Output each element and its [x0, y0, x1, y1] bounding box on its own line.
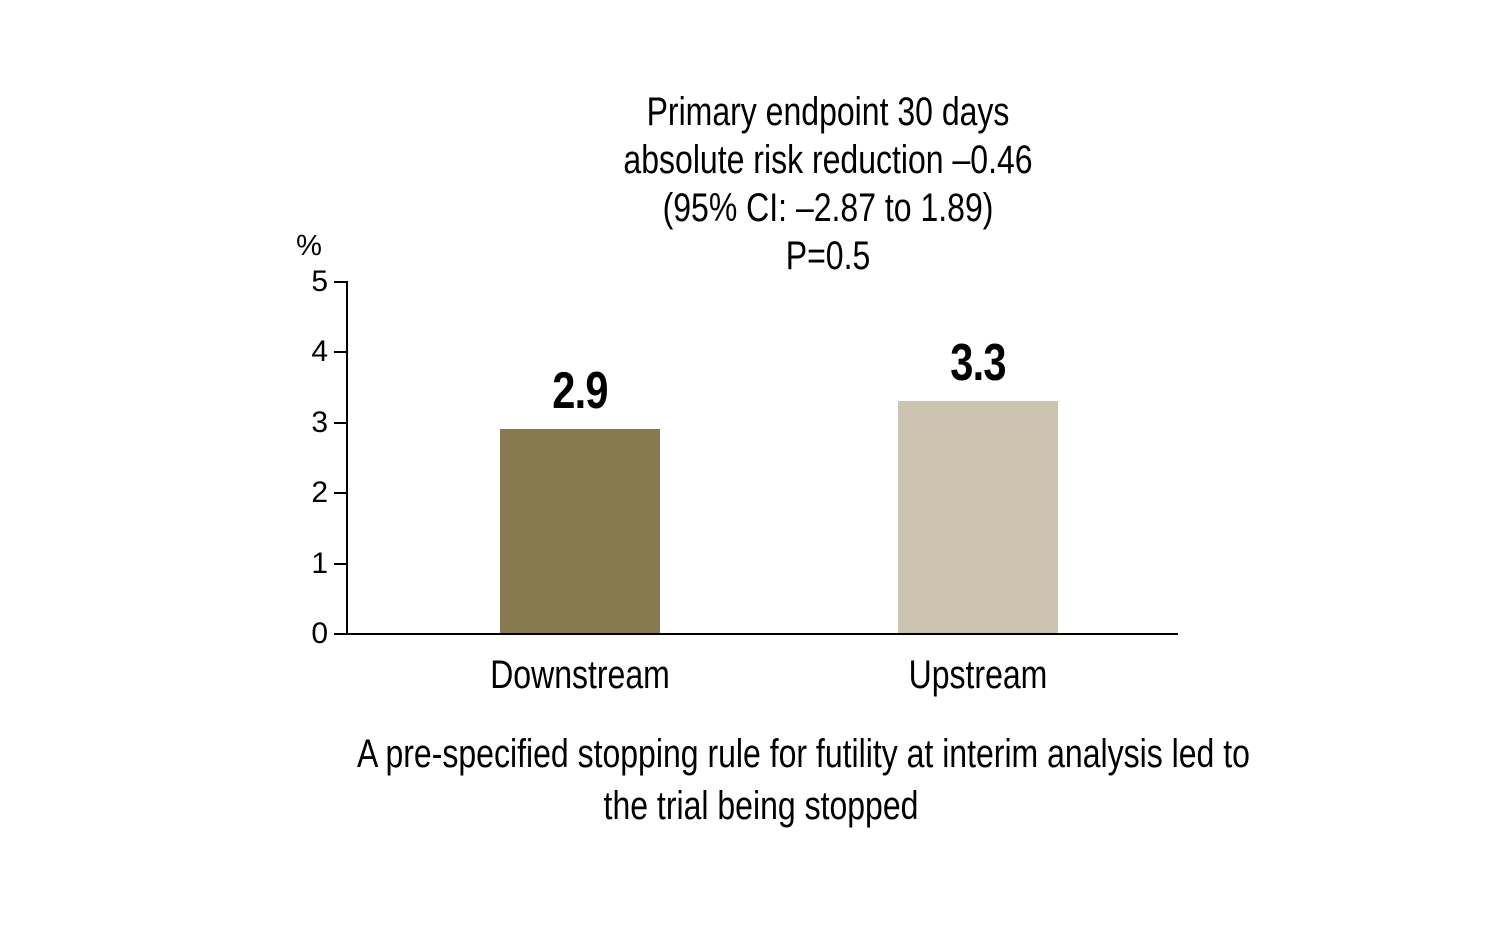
y-axis-unit-label: % — [296, 230, 322, 262]
x-axis-line — [346, 633, 1178, 635]
bar-upstream — [898, 401, 1058, 633]
y-tick-mark — [334, 633, 348, 635]
figure-caption-line-1: A pre-specified stopping rule for futili… — [357, 732, 1250, 776]
chart-title-line-2: absolute risk reduction –0.46 — [623, 138, 1033, 182]
y-tick-mark — [334, 492, 348, 494]
y-tick-label-5: 5 — [311, 265, 328, 298]
chart-title-line-1: Primary endpoint 30 days — [646, 90, 1010, 134]
y-tick-mark — [334, 351, 348, 353]
y-tick-mark — [334, 422, 348, 424]
bar-downstream — [500, 429, 660, 633]
chart-title: Primary endpoint 30 days absolute risk r… — [548, 88, 1108, 280]
y-tick-mark — [334, 281, 348, 283]
figure-caption-line-2: the trial being stopped — [603, 784, 919, 828]
chart-title-line-3: (95% CI: –2.87 to 1.89) — [662, 186, 994, 230]
category-label-downstream: Downstream — [490, 653, 670, 697]
category-label-upstream: Upstream — [908, 653, 1048, 697]
bar-value-label-downstream: 2.9 — [552, 362, 608, 420]
y-tick-mark — [334, 563, 348, 565]
y-tick-label-1: 1 — [311, 547, 328, 580]
y-tick-label-4: 4 — [311, 335, 328, 368]
y-tick-label-3: 3 — [311, 406, 328, 439]
figure-caption: A pre-specified stopping rule for futili… — [357, 728, 1250, 832]
y-tick-label-2: 2 — [311, 476, 328, 509]
bar-value-label-upstream: 3.3 — [950, 334, 1006, 392]
chart-title-line-4: P=0.5 — [785, 234, 871, 278]
y-tick-label-0: 0 — [311, 617, 328, 650]
y-axis-line — [346, 282, 348, 635]
